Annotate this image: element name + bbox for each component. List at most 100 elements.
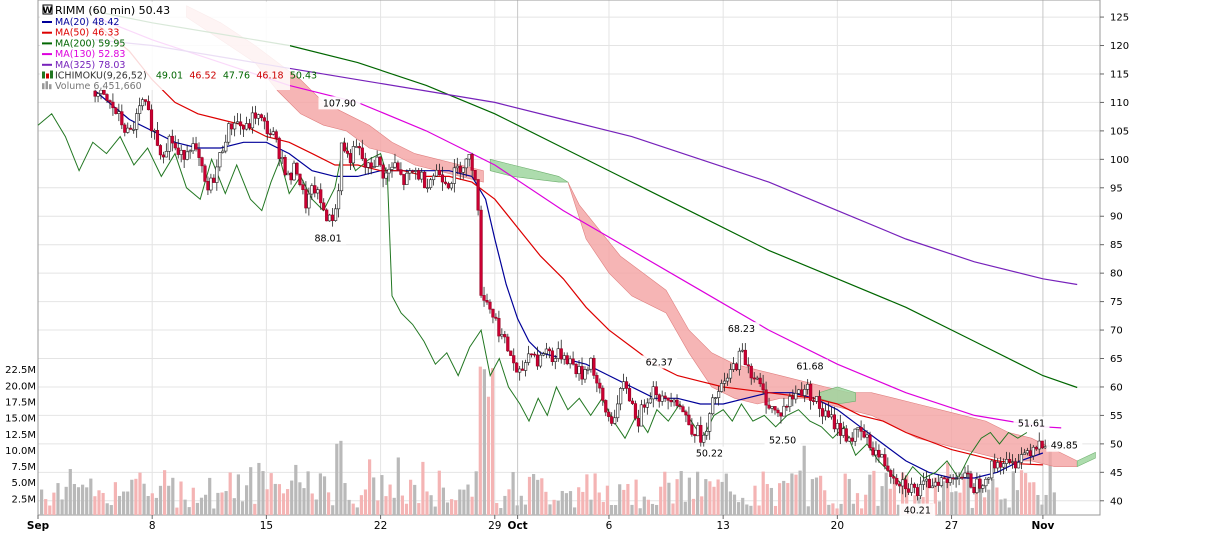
volume-bar — [322, 476, 327, 515]
legend-swatch — [42, 71, 45, 79]
candle-body — [372, 166, 376, 168]
volume-bar — [560, 490, 564, 515]
candle-body — [817, 396, 822, 409]
candle-body — [440, 174, 445, 183]
legend: W RIMM (60 min) 50.43 MA(20) 48.42MA(50)… — [40, 2, 317, 92]
volume-bar — [933, 477, 937, 515]
candle-body — [978, 478, 982, 489]
candle-body — [705, 431, 709, 436]
candle-body — [143, 99, 148, 102]
candle-body — [592, 357, 596, 376]
volume-bar — [437, 470, 441, 515]
candle-body — [102, 89, 106, 95]
candle-body — [1025, 450, 1029, 454]
volume-bar — [363, 489, 368, 515]
candle-body — [915, 487, 920, 497]
volume-tick-label: 2.5M — [11, 494, 36, 505]
volume-bar — [1019, 470, 1024, 515]
volume-bar — [507, 489, 511, 515]
volume-bar — [819, 475, 823, 515]
candle-body — [375, 156, 379, 167]
candle-body — [461, 167, 465, 173]
volume-bar — [486, 396, 491, 515]
candle-body — [1040, 440, 1044, 449]
date-tick-label: 13 — [716, 520, 729, 532]
volume-bar — [1036, 494, 1040, 515]
candle-body — [951, 477, 955, 480]
volume-bar — [946, 462, 950, 515]
candle-body — [313, 185, 317, 194]
candle-body — [96, 93, 100, 97]
volume-bar — [474, 471, 478, 515]
candle-body — [271, 131, 275, 135]
volume-bar — [376, 500, 380, 515]
volume-bar — [470, 496, 474, 515]
candle-body — [681, 406, 685, 413]
candle-body — [111, 101, 115, 109]
candle-body — [176, 147, 180, 155]
candle-body — [648, 398, 652, 404]
annotation-bg — [1013, 416, 1050, 430]
candle-body — [135, 113, 139, 130]
candle-body — [823, 410, 828, 417]
price-tick-label: 105 — [1110, 126, 1129, 137]
candle-body — [966, 472, 970, 475]
candle-body — [776, 409, 780, 414]
price-annotation: 49.85 — [1046, 438, 1083, 452]
volume-bar — [769, 487, 773, 515]
candle-body — [841, 428, 845, 436]
volume-bar — [974, 490, 978, 515]
candle-body — [589, 357, 593, 370]
volume-bar — [191, 487, 195, 515]
volume-bar — [76, 487, 81, 515]
volume-bar — [954, 491, 958, 515]
candle-body — [820, 408, 825, 417]
volume-bar — [556, 500, 560, 515]
candle-body — [728, 369, 733, 379]
candle-body — [467, 154, 471, 160]
volume-bar — [847, 478, 851, 515]
candle-body — [405, 172, 409, 185]
price-annotation: 68.23 — [723, 322, 760, 336]
price-annotations: 107.90 88.01 68.23 62.37 61.68 52.50 50.22 40.2… — [310, 96, 1083, 517]
candle-body — [580, 366, 584, 380]
candle-body — [244, 123, 249, 130]
volume-tick-label: 10.0M — [5, 446, 36, 457]
volume-bar — [987, 489, 991, 515]
price-annotation: 50.22 — [691, 446, 728, 460]
candle-body — [672, 399, 676, 403]
candle-body — [230, 123, 234, 130]
price-annotation: 51.61 — [1013, 416, 1050, 430]
candle-body — [696, 425, 700, 437]
candle-body — [1004, 459, 1009, 464]
legend-swatch — [49, 84, 52, 90]
candle-body — [378, 156, 382, 166]
candle-body — [443, 181, 448, 184]
candle-body — [898, 483, 902, 487]
candle-body — [981, 485, 985, 489]
candle-body — [390, 166, 394, 170]
ichimoku-value: 46.52 — [189, 71, 216, 82]
volume-bar — [843, 473, 847, 515]
candle-body — [791, 396, 795, 400]
volume-bar — [208, 477, 212, 515]
candle-body — [719, 383, 724, 392]
volume-bar — [995, 487, 999, 515]
candle-body — [141, 99, 145, 107]
candle-body — [838, 423, 842, 436]
legend-label: MA(130) 52.83 — [55, 49, 125, 60]
volume-bar — [396, 457, 400, 515]
candle-body — [687, 414, 691, 426]
volume-bar — [876, 505, 880, 515]
volume-bar — [950, 492, 954, 515]
volume-bar — [204, 494, 208, 515]
volume-bar — [454, 500, 458, 515]
candle-body — [485, 300, 489, 303]
volume-bar — [228, 472, 232, 515]
volume-bar — [109, 505, 113, 515]
candle-body — [556, 348, 560, 359]
candle-body — [218, 152, 222, 168]
volume-bar — [855, 493, 860, 515]
volume-bar — [122, 491, 126, 515]
legend-label: MA(20) 48.42 — [55, 17, 119, 28]
